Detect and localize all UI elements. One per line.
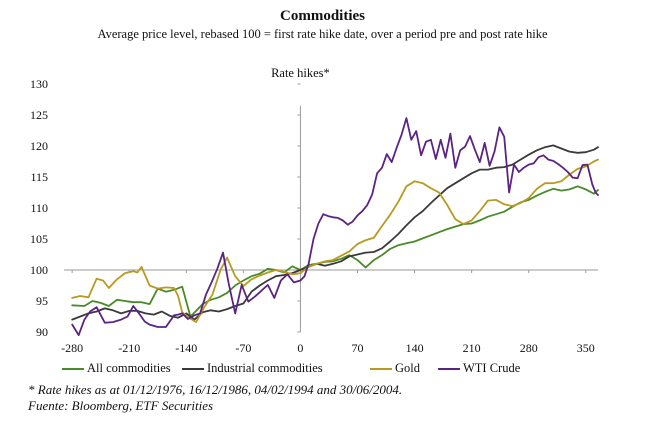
y-tick-label: 105 <box>30 232 48 246</box>
x-tick-label: 140 <box>406 341 424 355</box>
series-line-wti-crude <box>71 117 599 337</box>
y-tick-label: 110 <box>30 201 48 215</box>
x-tick-label: -210 <box>118 341 140 355</box>
x-tick-label: 350 <box>577 341 595 355</box>
series-line-gold <box>71 158 599 324</box>
y-tick-label: 120 <box>30 139 48 153</box>
legend-item-all-commodities: All commodities <box>62 361 171 376</box>
rate-hike-annotation: Rate hikes* <box>271 66 330 80</box>
x-tick-label: 70 <box>351 341 363 355</box>
legend-label-all-commodities: All commodities <box>87 361 171 375</box>
y-tick-label: 100 <box>30 263 48 277</box>
x-tick-label: 0 <box>297 341 303 355</box>
y-tick-label: 115 <box>30 170 48 184</box>
legend-item-wti-crude: WTI Crude <box>438 361 520 376</box>
series-line-all-commodities <box>71 185 599 318</box>
x-tick-label: -70 <box>235 341 251 355</box>
legend-swatch-industrial-commodities <box>182 367 204 370</box>
x-tick-label: -140 <box>175 341 197 355</box>
series-lines <box>71 117 599 337</box>
y-tick-label: 90 <box>36 325 48 339</box>
legend-label-industrial-commodities: Industrial commodities <box>207 361 323 375</box>
x-tick-label: 280 <box>520 341 538 355</box>
footnote-source: Fuente: Bloomberg, ETF Securities <box>28 398 214 413</box>
axes: 90 95 100 105 110 115 120 125 130 -280 -210 -140 -70… <box>30 77 598 355</box>
legend-label-wti-crude: WTI Crude <box>463 361 521 375</box>
legend-swatch-wti-crude <box>438 367 460 370</box>
legend-item-gold: Gold <box>370 361 420 376</box>
footnote-rate-hikes: * Rate hikes as at 01/12/1976, 16/12/198… <box>28 382 403 397</box>
x-tick-label: 210 <box>463 341 481 355</box>
legend-swatch-gold <box>370 367 392 370</box>
line-chart: 90 95 100 105 110 115 120 125 130 -280 -210 -140 -70… <box>30 66 599 355</box>
legend: All commodities Industrial commodities G… <box>0 361 645 377</box>
y-tick-label: 95 <box>36 294 48 308</box>
x-tick-label: -280 <box>61 341 83 355</box>
y-tick-label: 125 <box>30 108 48 122</box>
y-tick-label: 130 <box>30 77 48 91</box>
legend-item-industrial-commodities: Industrial commodities <box>182 361 323 376</box>
chart-title: Commodities <box>280 8 365 24</box>
chart-subtitle: Average price level, rebased 100 = first… <box>97 27 548 41</box>
legend-swatch-all-commodities <box>62 367 84 370</box>
footnote: * Rate hikes as at 01/12/1976, 16/12/198… <box>28 382 402 414</box>
legend-label-gold: Gold <box>395 361 420 375</box>
